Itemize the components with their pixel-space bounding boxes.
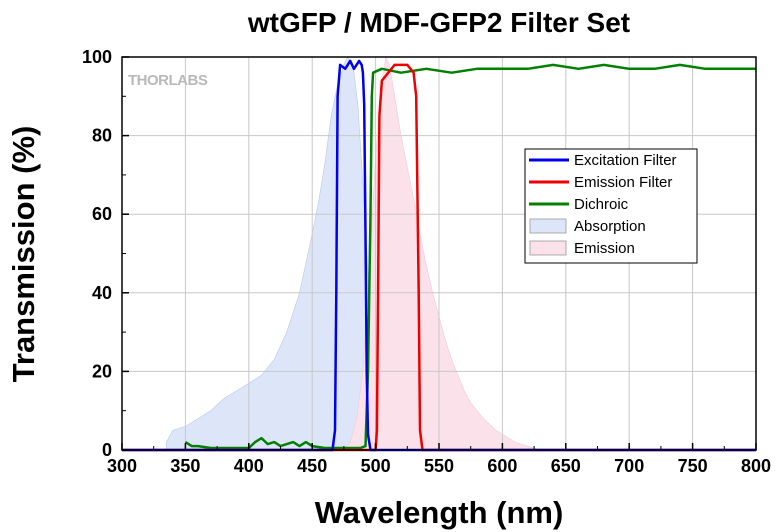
- legend-label: Absorption: [574, 218, 646, 235]
- y-tick-label: 20: [92, 361, 112, 381]
- x-tick-label: 500: [361, 456, 391, 476]
- x-tick-label: 700: [614, 456, 644, 476]
- legend-label: Emission: [574, 240, 635, 257]
- x-tick-label: 450: [297, 456, 327, 476]
- y-tick-label: 80: [92, 126, 112, 146]
- x-tick-label: 300: [107, 456, 137, 476]
- absorption-legend-swatch: [529, 218, 567, 234]
- y-tick-label: 40: [92, 283, 112, 303]
- x-axis-title: Wavelength (nm): [315, 495, 564, 530]
- x-tick-label: 800: [741, 456, 771, 476]
- excitation-filter-line: [122, 59, 756, 452]
- emission-filter-line: [122, 63, 756, 452]
- axis-ticks: 300 350 400 450 500 550 600 650 700 750 800 0 20 40 60…: [82, 47, 771, 476]
- y-axis-title: Transmission (%): [6, 126, 41, 383]
- x-tick-label: 400: [234, 456, 264, 476]
- legend-label: Excitation Filter: [574, 152, 677, 169]
- x-tick-label: 550: [424, 456, 454, 476]
- filter-lines: [122, 59, 756, 452]
- thorlabs-watermark: THORLABS: [128, 72, 208, 89]
- emission-legend-swatch: [529, 240, 567, 256]
- legend-label: Emission Filter: [574, 174, 672, 191]
- legend-label: Dichroic: [574, 196, 629, 213]
- y-tick-label: 0: [102, 440, 112, 460]
- x-tick-label: 650: [551, 456, 581, 476]
- y-tick-label: 100: [82, 47, 112, 67]
- y-tick-label: 60: [92, 204, 112, 224]
- x-tick-label: 750: [678, 456, 708, 476]
- legend: Excitation Filter Emission Filter Dichroic…: [524, 148, 698, 264]
- chart-title: wtGFP / MDF-GFP2 Filter Set: [247, 7, 630, 38]
- x-tick-label: 600: [487, 456, 517, 476]
- x-tick-label: 350: [170, 456, 200, 476]
